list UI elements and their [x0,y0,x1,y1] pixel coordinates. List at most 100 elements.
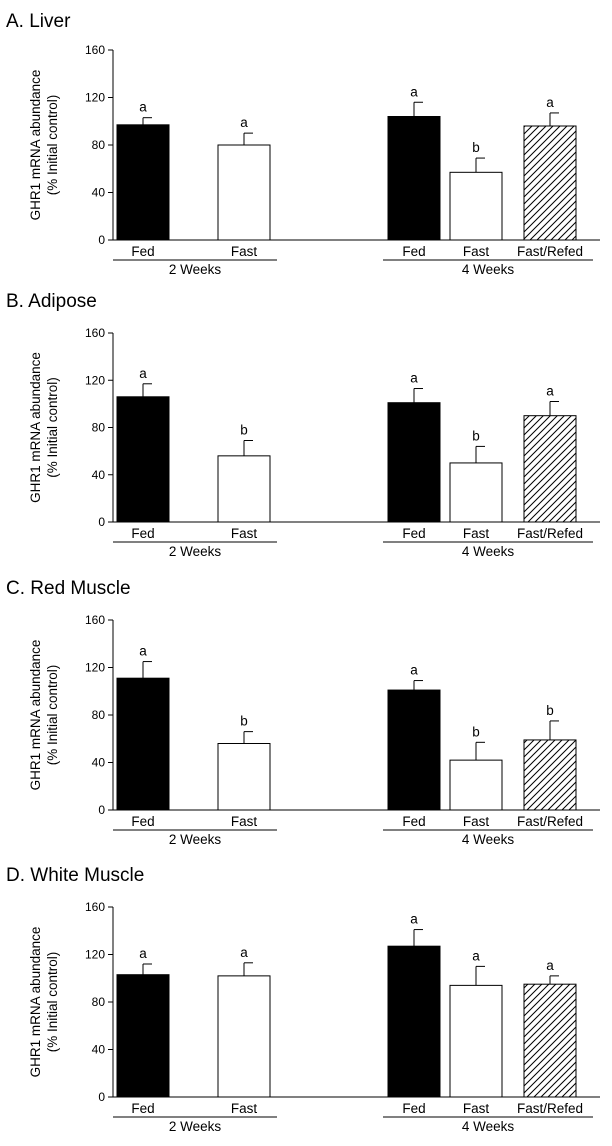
chart-panel: D. White Muscle GHR1 mRNA abundance (% Ini… [6,865,600,1134]
y-tick-label: 40 [92,186,106,200]
category-label: Fast [231,526,258,541]
bar-fast [217,743,271,811]
significance-letter: a [546,95,554,110]
y-axis-label: (% Initial control) [45,377,60,478]
category-label: Fed [131,526,154,541]
bar-fast [217,144,271,241]
bar-fast [449,171,503,241]
panel-title: A. Liver [6,11,71,32]
significance-letter: a [139,946,147,961]
bar-fast-refed [523,739,577,811]
significance-letter: a [240,945,248,960]
category-label: Fed [402,1101,425,1116]
y-tick-label: 40 [92,756,106,770]
category-label: Fast [463,1101,490,1116]
chart-panel: C. Red Muscle GHR1 mRNA abundance (% Initi… [6,578,600,847]
bar-fast-refed [523,415,577,523]
y-tick-label: 80 [92,995,106,1009]
significance-letter: a [139,644,147,659]
significance-letter: b [240,714,248,729]
significance-letter: a [410,912,418,927]
category-label: Fed [131,244,154,259]
y-tick-label: 0 [98,233,105,247]
significance-letter: a [410,84,418,99]
y-axis-label: GHR1 mRNA abundance [28,927,43,1078]
bar-fast [217,975,271,1098]
y-tick-label: 0 [98,1090,105,1104]
group-label: 4 Weeks [462,1119,515,1134]
y-axis-label: GHR1 mRNA abundance [28,352,43,503]
group-label: 2 Weeks [169,262,222,277]
chart-panel: A. Liver GHR1 mRNA abundance (% Initial co… [6,11,600,277]
panel-title: B. Adipose [6,291,97,312]
y-tick-label: 160 [85,613,105,627]
group-label: 2 Weeks [169,544,222,559]
bar-fast [449,984,503,1098]
bar-fed [387,402,441,523]
group-label: 2 Weeks [169,832,222,847]
category-label: Fast/Refed [517,1101,583,1116]
chart-panel: B. Adipose GHR1 mRNA abundance (% Initial … [6,291,600,559]
y-axis-label: GHR1 mRNA abundance [28,70,43,221]
group-label: 4 Weeks [462,262,515,277]
y-tick-label: 160 [85,43,105,57]
category-label: Fast [231,244,258,259]
y-axis-label: (% Initial control) [45,665,60,766]
significance-letter: a [410,371,418,386]
bar-fast [449,759,503,811]
y-tick-label: 120 [85,373,105,387]
category-label: Fast [463,814,490,829]
significance-letter: a [472,948,480,963]
group-label: 4 Weeks [462,832,515,847]
group-label: 2 Weeks [169,1119,222,1134]
bar-fast-refed [523,125,577,241]
y-tick-label: 80 [92,421,106,435]
significance-letter: b [546,703,554,718]
y-tick-label: 160 [85,900,105,914]
bar-fed [116,677,170,811]
significance-letter: a [240,115,248,130]
significance-letter: a [546,958,554,973]
panel-title: C. Red Muscle [6,578,131,599]
y-tick-label: 0 [98,803,105,817]
category-label: Fed [131,814,154,829]
category-label: Fast/Refed [517,244,583,259]
bar-fed [387,689,441,811]
category-label: Fast/Refed [517,526,583,541]
significance-letter: a [410,663,418,678]
category-label: Fast [231,814,258,829]
panel-title: D. White Muscle [6,865,144,886]
y-tick-label: 80 [92,708,106,722]
y-tick-label: 80 [92,138,106,152]
y-tick-label: 40 [92,468,106,482]
significance-letter: b [240,422,248,437]
significance-letter: a [139,366,147,381]
y-tick-label: 0 [98,515,105,529]
bar-fast [449,462,503,523]
y-tick-label: 160 [85,326,105,340]
significance-letter: a [139,100,147,115]
bar-fed [116,124,170,241]
significance-letter: b [472,724,480,739]
category-label: Fast/Refed [517,814,583,829]
significance-letter: b [472,428,480,443]
bar-fast [217,455,271,523]
category-label: Fast [463,526,490,541]
y-tick-label: 40 [92,1043,106,1057]
bar-fed [387,945,441,1098]
significance-letter: b [472,140,480,155]
bar-fast-refed [523,983,577,1098]
y-tick-label: 120 [85,661,105,675]
category-label: Fed [131,1101,154,1116]
bar-fed [116,974,170,1098]
category-label: Fed [402,526,425,541]
bar-fed [387,116,441,241]
y-axis-label: GHR1 mRNA abundance [28,640,43,791]
y-tick-label: 120 [85,948,105,962]
significance-letter: a [546,384,554,399]
y-axis-label: (% Initial control) [45,952,60,1053]
y-tick-label: 120 [85,91,105,105]
category-label: Fast [231,1101,258,1116]
category-label: Fed [402,244,425,259]
